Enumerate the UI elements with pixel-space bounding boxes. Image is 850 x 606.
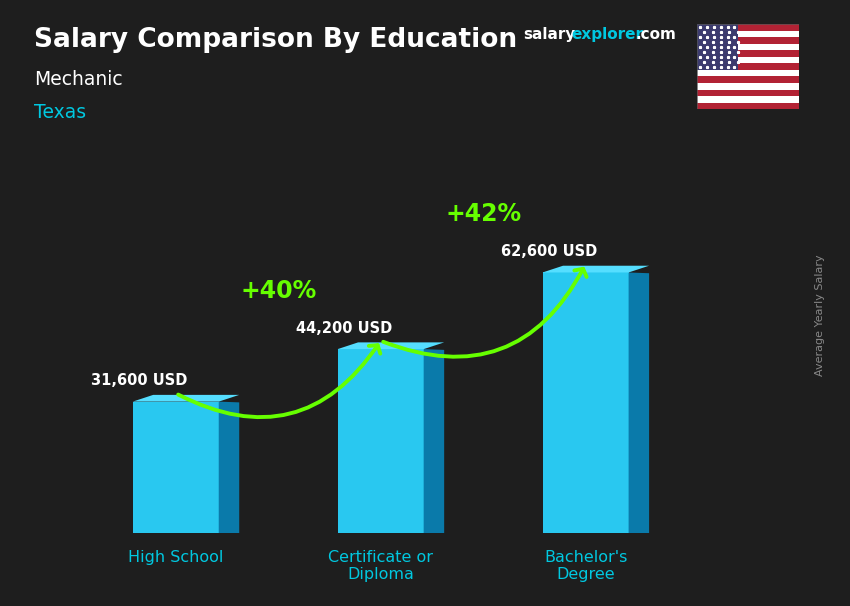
Text: salary: salary bbox=[523, 27, 575, 42]
Bar bbox=[697, 38, 799, 44]
Bar bbox=[697, 76, 799, 83]
Text: +42%: +42% bbox=[445, 202, 521, 226]
Text: Mechanic: Mechanic bbox=[34, 70, 122, 88]
Bar bbox=[697, 24, 738, 70]
Bar bbox=[697, 90, 799, 96]
Polygon shape bbox=[337, 349, 423, 533]
Bar bbox=[697, 102, 799, 109]
Polygon shape bbox=[423, 349, 445, 533]
Polygon shape bbox=[629, 273, 649, 533]
Bar bbox=[697, 83, 799, 90]
Bar bbox=[697, 64, 799, 70]
Bar bbox=[697, 50, 799, 57]
Polygon shape bbox=[337, 342, 445, 349]
Text: Texas: Texas bbox=[34, 103, 86, 122]
Text: .com: .com bbox=[636, 27, 677, 42]
Bar bbox=[697, 96, 799, 102]
Polygon shape bbox=[133, 395, 239, 402]
Polygon shape bbox=[133, 402, 218, 533]
Text: 31,600 USD: 31,600 USD bbox=[91, 373, 187, 388]
Bar bbox=[697, 57, 799, 64]
Polygon shape bbox=[542, 265, 649, 273]
Text: 62,600 USD: 62,600 USD bbox=[501, 244, 597, 259]
Polygon shape bbox=[542, 273, 629, 533]
Polygon shape bbox=[218, 402, 239, 533]
Text: Average Yearly Salary: Average Yearly Salary bbox=[815, 254, 825, 376]
Bar bbox=[697, 24, 799, 31]
Bar bbox=[697, 70, 799, 76]
Text: 44,200 USD: 44,200 USD bbox=[296, 321, 392, 336]
Text: explorer: explorer bbox=[571, 27, 643, 42]
Bar bbox=[697, 31, 799, 38]
Text: +40%: +40% bbox=[240, 279, 316, 303]
Text: Salary Comparison By Education: Salary Comparison By Education bbox=[34, 27, 517, 53]
Bar bbox=[697, 44, 799, 50]
